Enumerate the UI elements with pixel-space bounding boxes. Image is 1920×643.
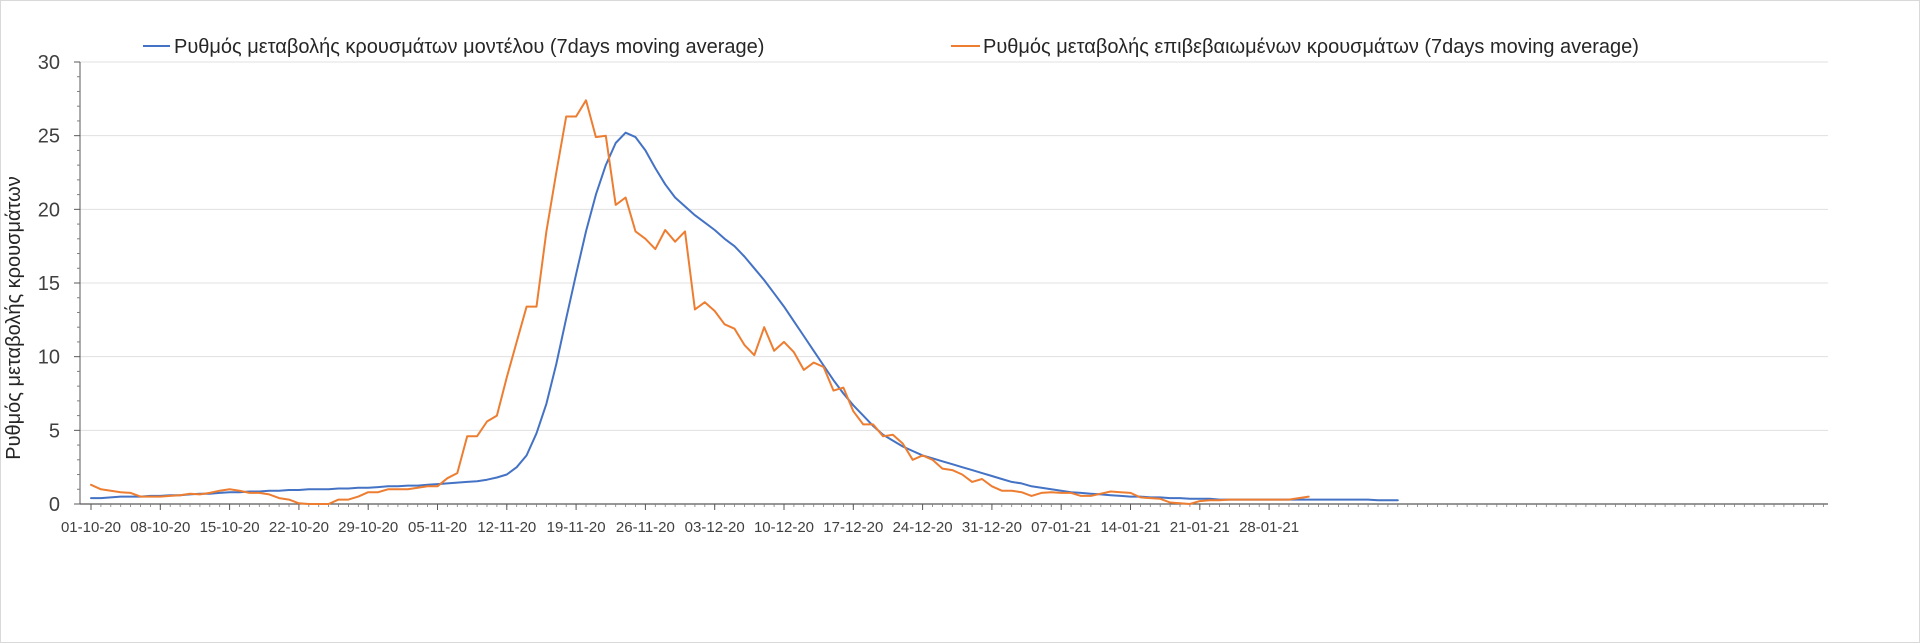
- gridlines: [80, 61, 1828, 431]
- series-line-model: [90, 131, 1399, 502]
- x-tick-label: 07-01-21: [1031, 519, 1091, 536]
- x-tick-label: 22-10-20: [269, 519, 329, 536]
- y-tick-label: 25: [38, 126, 60, 148]
- x-tick-label: 01-10-20: [61, 519, 121, 536]
- x-tick-label: 24-12-20: [893, 519, 953, 536]
- x-axis-ticks: 01-10-20 08-10-20 15-10-20 22-10-20 29-10-20…: [61, 504, 1824, 536]
- x-tick-label: 05-11-20: [408, 519, 467, 536]
- x-tick-label: 29-10-20: [338, 519, 398, 536]
- x-tick-label: 10-12-20: [754, 519, 814, 536]
- x-tick-label: 26-11-20: [616, 519, 675, 536]
- series-line-confirmed: [90, 99, 1310, 505]
- y-tick-label: 5: [49, 420, 60, 442]
- x-tick-label: 14-01-21: [1100, 519, 1160, 536]
- y-tick-label: 0: [49, 494, 60, 516]
- legend: Ρυθμός μεταβολής κρουσμάτων μοντέλου (7d…: [143, 36, 1639, 58]
- y-tick-label: 30: [38, 52, 60, 74]
- x-tick-label: 31-12-20: [962, 519, 1022, 536]
- series-lines: [90, 99, 1399, 505]
- x-tick-label: 15-10-20: [200, 519, 260, 536]
- x-tick-label: 19-11-20: [547, 519, 606, 536]
- legend-label-model: Ρυθμός μεταβολής κρουσμάτων μοντέλου (7d…: [174, 36, 764, 58]
- x-tick-label: 21-01-21: [1170, 519, 1230, 536]
- x-tick-label: 12-11-20: [477, 519, 536, 536]
- y-tick-label: 20: [38, 199, 60, 221]
- y-axis-title: Ρυθμός μεταβολής κρουσμάτων: [3, 176, 25, 460]
- legend-label-confirmed: Ρυθμός μεταβολής επιβεβαιωμένων κρουσμάτ…: [983, 36, 1639, 58]
- x-tick-label: 08-10-20: [130, 519, 190, 536]
- x-tick-label: 03-12-20: [685, 519, 745, 536]
- y-tick-label: 15: [38, 273, 60, 295]
- x-tick-label: 28-01-21: [1239, 519, 1299, 536]
- x-tick-label: 17-12-20: [823, 519, 883, 536]
- y-tick-label: 10: [38, 347, 60, 369]
- y-axis-ticks: 0 5 10 15 20 25 30: [38, 52, 80, 516]
